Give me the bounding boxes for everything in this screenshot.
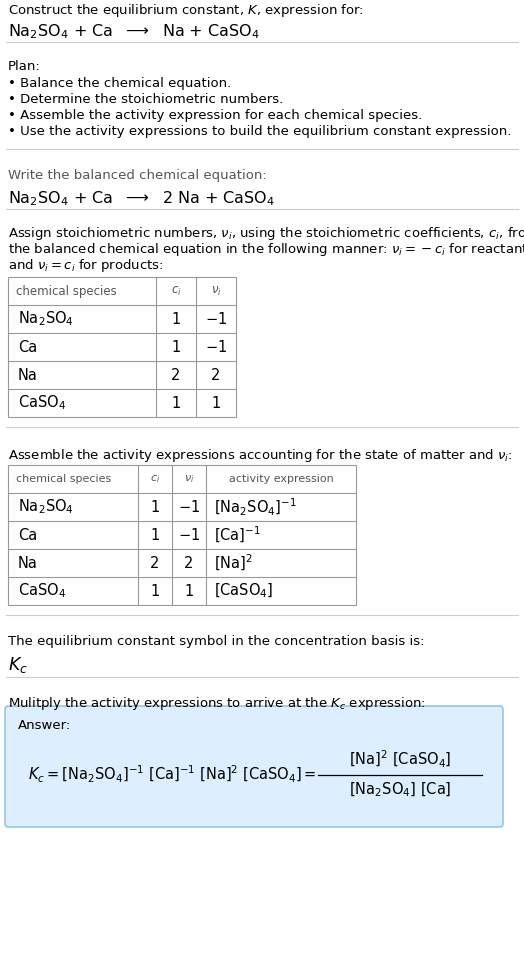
Text: • Balance the chemical equation.: • Balance the chemical equation. [8, 77, 231, 90]
Text: $[\mathrm{Na}]^{2}\ [\mathrm{CaSO_4}]$: $[\mathrm{Na}]^{2}\ [\mathrm{CaSO_4}]$ [349, 749, 451, 770]
Text: chemical species: chemical species [16, 474, 111, 484]
Text: Assemble the activity expressions accounting for the state of matter and $\nu_i$: Assemble the activity expressions accoun… [8, 447, 512, 464]
Text: $\mathrm{CaSO_4}$: $\mathrm{CaSO_4}$ [18, 393, 66, 413]
Text: 2: 2 [171, 368, 181, 383]
Text: $[\mathrm{Na_2SO_4}]\ [\mathrm{Ca}]$: $[\mathrm{Na_2SO_4}]\ [\mathrm{Ca}]$ [349, 780, 451, 798]
Text: 1: 1 [171, 339, 181, 354]
Text: • Use the activity expressions to build the equilibrium constant expression.: • Use the activity expressions to build … [8, 125, 511, 138]
Text: $c_i$: $c_i$ [171, 285, 181, 298]
Text: $\nu_i$: $\nu_i$ [211, 285, 222, 298]
Text: • Determine the stoichiometric numbers.: • Determine the stoichiometric numbers. [8, 93, 283, 106]
Text: Answer:: Answer: [18, 719, 71, 732]
Text: Assign stoichiometric numbers, $\nu_i$, using the stoichiometric coefficients, $: Assign stoichiometric numbers, $\nu_i$, … [8, 225, 524, 242]
Text: 1: 1 [211, 395, 221, 411]
Text: $[\mathrm{Na}]^{2}$: $[\mathrm{Na}]^{2}$ [214, 553, 253, 573]
Text: Write the balanced chemical equation:: Write the balanced chemical equation: [8, 169, 267, 182]
Text: $[\mathrm{Na_2SO_4}]^{-1}$: $[\mathrm{Na_2SO_4}]^{-1}$ [214, 497, 297, 518]
Text: $K_c = [\mathrm{Na_2SO_4}]^{-1}\ [\mathrm{Ca}]^{-1}\ [\mathrm{Na}]^{2}\ [\mathrm: $K_c = [\mathrm{Na_2SO_4}]^{-1}\ [\mathr… [28, 764, 316, 785]
Text: $\nu_i$: $\nu_i$ [184, 473, 194, 485]
Text: $\mathrm{Na_2SO_4}$: $\mathrm{Na_2SO_4}$ [18, 309, 74, 329]
Text: 1: 1 [150, 499, 160, 515]
Text: Ca: Ca [18, 339, 37, 354]
Text: the balanced chemical equation in the following manner: $\nu_i = -c_i$ for react: the balanced chemical equation in the fo… [8, 241, 524, 258]
Text: $-1$: $-1$ [178, 499, 200, 515]
Text: 1: 1 [150, 584, 160, 599]
Text: Construct the equilibrium constant, $K$, expression for:: Construct the equilibrium constant, $K$,… [8, 2, 364, 19]
Text: The equilibrium constant symbol in the concentration basis is:: The equilibrium constant symbol in the c… [8, 635, 424, 648]
Text: 2: 2 [150, 556, 160, 570]
Text: Ca: Ca [18, 527, 37, 542]
Bar [8, 277, 236, 417]
Text: Mulitply the activity expressions to arrive at the $K_c$ expression:: Mulitply the activity expressions to arr… [8, 695, 426, 712]
Text: 2: 2 [211, 368, 221, 383]
Bar [8, 465, 356, 605]
Text: $-1$: $-1$ [205, 339, 227, 355]
Text: $[\mathrm{Ca}]^{-1}$: $[\mathrm{Ca}]^{-1}$ [214, 525, 261, 545]
Text: 1: 1 [184, 584, 194, 599]
Text: and $\nu_i = c_i$ for products:: and $\nu_i = c_i$ for products: [8, 257, 163, 274]
Text: Na: Na [18, 556, 38, 570]
Text: $K_c$: $K_c$ [8, 655, 28, 675]
Text: $-1$: $-1$ [205, 311, 227, 327]
Text: $\mathrm{CaSO_4}$: $\mathrm{CaSO_4}$ [18, 582, 66, 601]
Text: $\mathrm{Na_2SO_4}$ + Ca  $\longrightarrow$  2 Na + $\mathrm{CaSO_4}$: $\mathrm{Na_2SO_4}$ + Ca $\longrightarro… [8, 189, 275, 207]
Text: • Assemble the activity expression for each chemical species.: • Assemble the activity expression for e… [8, 109, 422, 122]
FancyBboxPatch shape [5, 706, 503, 827]
Text: 1: 1 [150, 527, 160, 542]
Text: activity expression: activity expression [228, 474, 333, 484]
Text: Plan:: Plan: [8, 60, 41, 73]
Text: $c_i$: $c_i$ [150, 473, 160, 485]
Text: chemical species: chemical species [16, 285, 117, 298]
Text: $\mathrm{Na_2SO_4}$: $\mathrm{Na_2SO_4}$ [18, 498, 74, 517]
Text: $-1$: $-1$ [178, 527, 200, 543]
Text: $[\mathrm{CaSO_4}]$: $[\mathrm{CaSO_4}]$ [214, 582, 274, 600]
Text: 1: 1 [171, 311, 181, 327]
Text: 2: 2 [184, 556, 194, 570]
Text: $\mathrm{Na_2SO_4}$ + Ca  $\longrightarrow$  Na + $\mathrm{CaSO_4}$: $\mathrm{Na_2SO_4}$ + Ca $\longrightarro… [8, 22, 260, 41]
Text: Na: Na [18, 368, 38, 383]
Text: 1: 1 [171, 395, 181, 411]
